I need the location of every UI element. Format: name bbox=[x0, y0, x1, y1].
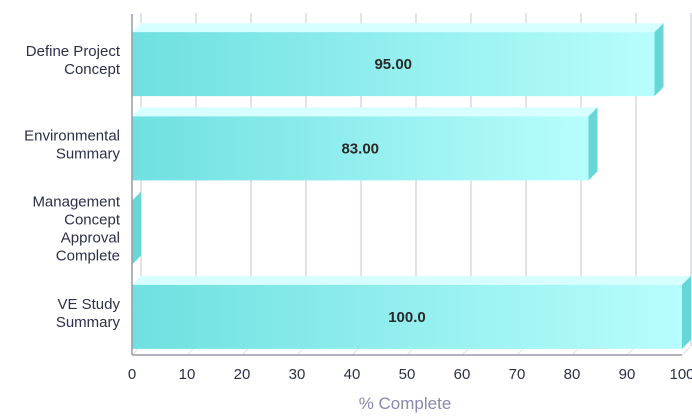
bar-side-face bbox=[588, 107, 598, 181]
bar-top-face bbox=[132, 23, 664, 33]
bar-front-face bbox=[132, 284, 682, 349]
y-category-label-line: Summary bbox=[56, 145, 121, 162]
y-category-label-line: VE Study bbox=[57, 296, 120, 313]
bar-side-face bbox=[682, 275, 691, 349]
y-category-label-line: Complete bbox=[56, 248, 120, 265]
x-tick-label: 30 bbox=[289, 366, 306, 383]
y-category-label-line: Management bbox=[32, 194, 120, 211]
bar-top-face bbox=[132, 275, 691, 285]
bar bbox=[132, 23, 664, 97]
bar-side-face bbox=[132, 191, 141, 265]
y-category-label-line: Concept bbox=[64, 61, 121, 78]
bar bbox=[132, 107, 598, 181]
bar-front-face bbox=[132, 116, 589, 181]
y-category-label-line: Concept bbox=[64, 212, 121, 229]
y-category-label: Management Concept Approval Complete bbox=[32, 194, 120, 265]
x-tick-label: 90 bbox=[619, 366, 636, 383]
x-tick-label: 100 bbox=[669, 366, 692, 383]
x-tick-label: 70 bbox=[509, 366, 526, 383]
axes bbox=[131, 14, 682, 356]
data-label: 95.00 bbox=[374, 56, 412, 73]
bar-front-face bbox=[132, 32, 655, 97]
x-tick-label: 50 bbox=[399, 366, 416, 383]
x-tick-label: 0 bbox=[128, 366, 136, 383]
y-category-label: Define Project Concept bbox=[26, 43, 121, 78]
bar-top-face bbox=[132, 107, 598, 117]
gridline-floor bbox=[681, 345, 692, 356]
y-category-label-line: Environmental bbox=[24, 127, 120, 144]
y-category-label-line: Approval bbox=[61, 230, 120, 247]
x-tick-label: 40 bbox=[344, 366, 361, 383]
labels: 0 10 20 30 40 50 60 70 80 90 100 95.00 Define Projec… bbox=[24, 43, 692, 383]
data-label: 83.00 bbox=[341, 140, 379, 157]
y-category-label-line: Summary bbox=[56, 314, 121, 331]
x-tick-label: 10 bbox=[179, 366, 196, 383]
y-category-label: Environmental Summary bbox=[24, 127, 120, 162]
bars bbox=[132, 23, 691, 349]
bar bbox=[132, 191, 141, 265]
bar bbox=[132, 275, 691, 349]
data-label: 100.0 bbox=[388, 309, 426, 326]
y-category-label-line: Define Project bbox=[26, 43, 121, 60]
y-category-label: VE Study Summary bbox=[56, 296, 121, 331]
x-tick-label: 80 bbox=[564, 366, 581, 383]
x-axis-title: % Complete bbox=[359, 394, 452, 413]
x-tick-label: 60 bbox=[454, 366, 471, 383]
x-tick-label: 20 bbox=[234, 366, 251, 383]
bar-side-face bbox=[654, 23, 664, 97]
